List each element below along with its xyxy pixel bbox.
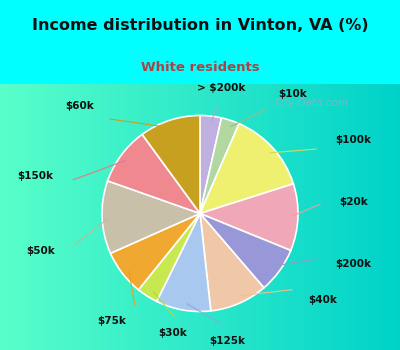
Wedge shape	[200, 214, 291, 288]
Wedge shape	[200, 118, 239, 214]
Text: > $200k: > $200k	[197, 83, 246, 93]
Wedge shape	[200, 214, 264, 311]
Wedge shape	[200, 116, 222, 214]
Text: City-Data.com: City-Data.com	[275, 98, 349, 107]
Wedge shape	[102, 181, 200, 253]
Wedge shape	[108, 134, 200, 214]
Text: $40k: $40k	[308, 295, 337, 305]
Text: Income distribution in Vinton, VA (%): Income distribution in Vinton, VA (%)	[32, 18, 368, 33]
Text: $60k: $60k	[66, 101, 94, 111]
Text: $30k: $30k	[158, 328, 187, 338]
Text: $125k: $125k	[210, 336, 246, 346]
Wedge shape	[157, 214, 211, 312]
Text: $10k: $10k	[278, 89, 307, 99]
Text: $20k: $20k	[339, 197, 368, 207]
Wedge shape	[138, 214, 200, 301]
Wedge shape	[142, 116, 200, 214]
Text: $150k: $150k	[17, 171, 53, 181]
Wedge shape	[200, 124, 293, 214]
Text: $100k: $100k	[335, 135, 371, 145]
Text: $200k: $200k	[335, 259, 371, 270]
Text: $75k: $75k	[98, 316, 126, 326]
Text: White residents: White residents	[141, 61, 259, 74]
Wedge shape	[110, 214, 200, 290]
Text: $50k: $50k	[26, 246, 55, 256]
Wedge shape	[200, 184, 298, 251]
